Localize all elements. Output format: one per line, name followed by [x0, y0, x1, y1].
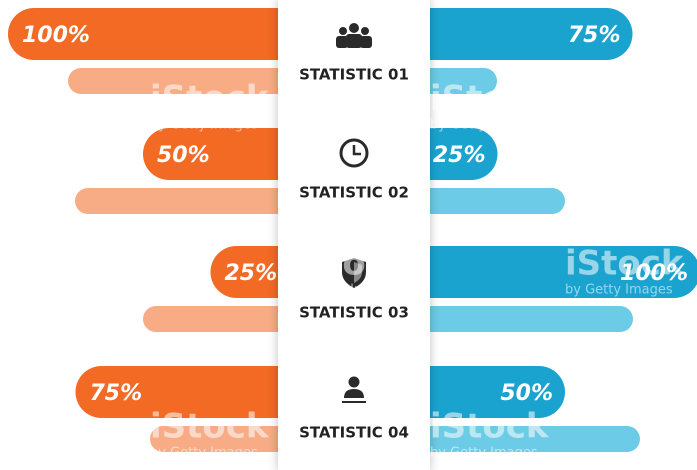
- light-bar: [150, 426, 298, 452]
- bar: [404, 8, 633, 60]
- bar: [143, 128, 304, 180]
- watermark-credit: by Getty Images: [565, 283, 673, 298]
- value-label: 100%: [22, 23, 90, 48]
- bar: [8, 8, 304, 60]
- watermark: iStock: [290, 244, 410, 284]
- watermark-credit: by Getty Images: [430, 446, 538, 461]
- icon-clock: [339, 138, 369, 168]
- value-label: 75%: [568, 23, 621, 48]
- value-label: 75%: [90, 381, 143, 406]
- watermark: iStock: [430, 79, 550, 119]
- value-label: 50%: [500, 381, 553, 406]
- watermark: iStock: [150, 79, 270, 119]
- value-label: 25%: [433, 143, 486, 168]
- category-label: STATISTIC 03: [299, 304, 409, 322]
- categories: STATISTIC 01 STATISTIC 02 STATISTIC 03 STAT…: [299, 66, 409, 442]
- icon-shield: [342, 258, 366, 288]
- bars: 100% 75% 50% 25% 25% 100% 75% 50%: [8, 8, 697, 452]
- icon-people: [336, 23, 372, 48]
- light-bar: [410, 426, 640, 452]
- bar: [404, 366, 565, 418]
- icon-user: [342, 376, 366, 403]
- category-label: STATISTIC 01: [299, 66, 409, 84]
- watermark: iStock: [430, 407, 550, 447]
- value-label: 25%: [225, 261, 278, 286]
- category-label: STATISTIC 02: [299, 184, 409, 202]
- watermark: iStock: [150, 407, 270, 447]
- value-label: 100%: [620, 261, 688, 286]
- category-label: STATISTIC 04: [299, 424, 409, 442]
- light-bar: [410, 306, 633, 332]
- light-bar: [75, 188, 298, 214]
- watermark: iStock: [10, 244, 130, 284]
- light-bar: [410, 68, 497, 94]
- watermark-credit: by Getty Images: [150, 118, 258, 133]
- watermark-credit: by Getty Images: [150, 446, 258, 461]
- bar: [404, 246, 697, 298]
- watermark-credit: by Getty Images: [10, 283, 118, 298]
- light-bar: [68, 68, 298, 94]
- watermark-credit: by Getty Images: [430, 118, 538, 133]
- watermark-credit: by Getty Images: [290, 283, 398, 298]
- light-bar: [410, 188, 565, 214]
- light-bar: [143, 306, 298, 332]
- value-label: 50%: [157, 143, 210, 168]
- watermark: iStock: [565, 244, 685, 284]
- bar: [75, 366, 304, 418]
